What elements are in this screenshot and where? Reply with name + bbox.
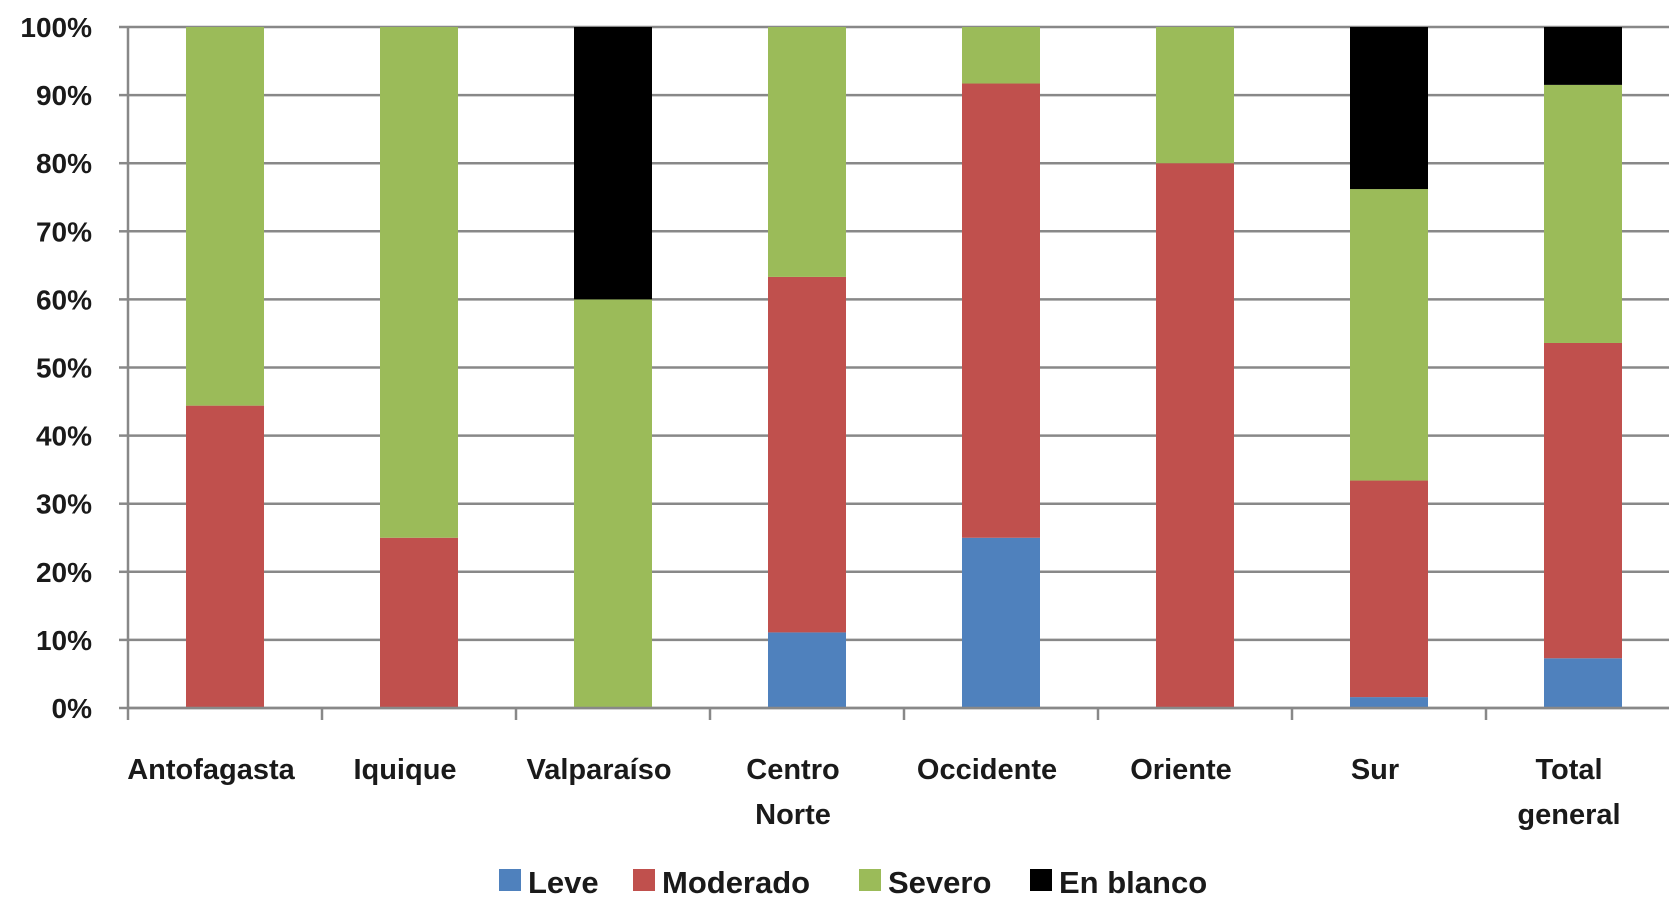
bar-segment-severo xyxy=(768,27,846,277)
bar-segment-en-blanco xyxy=(1350,27,1428,190)
bar-segment-en-blanco xyxy=(1544,27,1622,85)
bar-segment-severo xyxy=(962,27,1040,84)
category-label: Sur xyxy=(1351,754,1399,786)
legend-swatch xyxy=(1030,869,1052,891)
bar-segment-moderado xyxy=(1156,163,1234,708)
legend-label: Severo xyxy=(888,865,991,900)
y-tick-label: 50% xyxy=(36,353,92,384)
legend-label: Moderado xyxy=(662,865,810,900)
category-label: Total general xyxy=(1517,754,1620,831)
bars xyxy=(186,27,1622,708)
bar-segment-severo xyxy=(1544,84,1622,343)
bar-segment-en-blanco xyxy=(574,27,652,300)
bar-segment-moderado xyxy=(1350,480,1428,698)
bar-segment-leve xyxy=(768,632,846,708)
y-axis-tick-labels: 0% 10% 20% 30% 40% 50% 60% 70% 80% 90% 100% xyxy=(20,12,92,724)
category-label: Occidente xyxy=(917,754,1057,786)
bar-segment-moderado xyxy=(380,537,458,708)
category-label: Oriente xyxy=(1130,754,1232,786)
bar-segment-moderado xyxy=(962,83,1040,538)
y-tick-label: 30% xyxy=(36,489,92,520)
y-tick-label: 80% xyxy=(36,148,92,179)
axes xyxy=(119,25,1669,720)
category-label: Antofagasta xyxy=(127,754,295,786)
y-tick-label: 70% xyxy=(36,216,92,247)
legend: Leve Moderado Severo En blanco xyxy=(499,865,1207,900)
y-tick-label: 0% xyxy=(52,693,93,724)
y-tick-label: 40% xyxy=(36,421,92,452)
legend-item-leve: Leve xyxy=(499,865,599,900)
legend-label: En blanco xyxy=(1059,865,1207,900)
gridlines xyxy=(128,25,1669,710)
legend-swatch xyxy=(859,869,881,891)
legend-swatch xyxy=(499,869,521,891)
bar-segment-leve xyxy=(962,537,1040,708)
bar-segment-leve xyxy=(1544,658,1622,708)
legend-label: Leve xyxy=(528,865,599,900)
bar-segment-severo xyxy=(380,27,458,538)
legend-item-severo: Severo xyxy=(859,865,991,900)
y-tick-label: 60% xyxy=(36,284,92,315)
bar-segment-moderado xyxy=(1544,342,1622,659)
bar-segment-severo xyxy=(574,299,652,708)
x-axis-category-labels: Antofagasta Iquique Valparaíso Centro Norte O… xyxy=(127,754,1620,831)
legend-item-en-blanco: En blanco xyxy=(1030,865,1207,900)
legend-item-moderado: Moderado xyxy=(633,865,810,900)
y-tick-label: 90% xyxy=(36,80,92,111)
bar-segment-severo xyxy=(186,27,264,406)
y-tick-label: 10% xyxy=(36,625,92,656)
category-label: Centro Norte xyxy=(746,754,839,831)
y-tick-label: 20% xyxy=(36,557,92,588)
bar-segment-severo xyxy=(1350,189,1428,481)
bar-segment-moderado xyxy=(186,405,264,708)
bar-segment-leve xyxy=(1350,697,1428,708)
bar-segment-severo xyxy=(1156,27,1234,164)
category-label: Iquique xyxy=(353,754,456,786)
legend-swatch xyxy=(633,869,655,891)
bar-segment-moderado xyxy=(768,276,846,633)
category-label: Valparaíso xyxy=(526,754,671,786)
y-tick-label: 100% xyxy=(20,12,92,43)
